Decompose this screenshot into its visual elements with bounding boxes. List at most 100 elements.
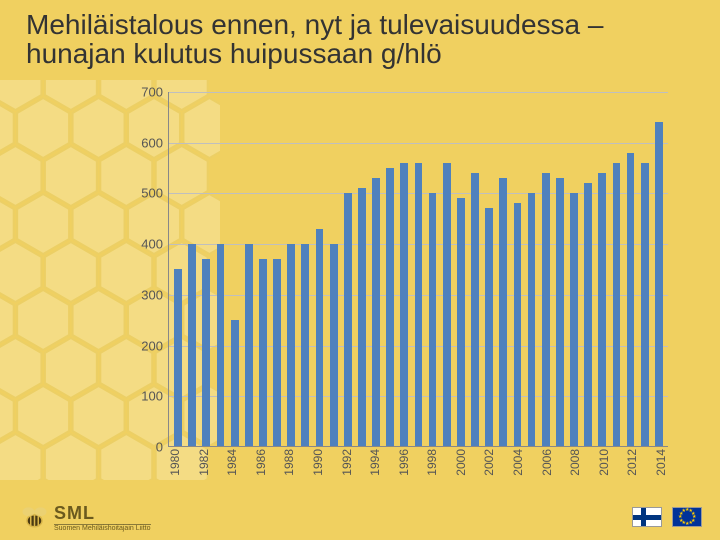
bar-slot [454, 92, 468, 446]
bar-slot [609, 92, 623, 446]
bar [301, 244, 309, 446]
logo-text: SML [54, 503, 151, 525]
bar [584, 183, 592, 446]
bar [174, 269, 182, 446]
flag-eu-icon: ★★★★★★★★★★★★ [672, 507, 702, 527]
bar [598, 173, 606, 446]
bar [316, 229, 324, 446]
y-tick-label: 300 [141, 287, 169, 302]
bar [259, 259, 267, 446]
bar-slot [284, 92, 298, 446]
bar [273, 259, 281, 446]
bar [231, 320, 239, 446]
bar [641, 163, 649, 446]
bar-slot [468, 92, 482, 446]
y-tick-label: 500 [141, 186, 169, 201]
x-tick-label: 2004 [511, 449, 525, 476]
x-tick-label: 1992 [340, 449, 354, 476]
bar [344, 193, 352, 446]
bar-slot [652, 92, 666, 446]
bar-slot [567, 92, 581, 446]
x-tick-label: 2000 [454, 449, 468, 476]
x-tick-label: 1986 [254, 449, 268, 476]
bar-slot [242, 92, 256, 446]
bar-slot [440, 92, 454, 446]
bar-slot [624, 92, 638, 446]
bar [457, 198, 465, 446]
y-tick-label: 0 [156, 440, 169, 455]
bar [570, 193, 578, 446]
flag-finland-icon [632, 507, 662, 527]
bar-slot [553, 92, 567, 446]
y-tick-label: 200 [141, 338, 169, 353]
bar-slot [496, 92, 510, 446]
bar [499, 178, 507, 446]
logo-subtext: Suomen Mehiläishoitajain Liitto [54, 525, 151, 532]
bar-slot [638, 92, 652, 446]
bar-series [169, 92, 668, 446]
bar [485, 208, 493, 446]
x-tick-label: 2012 [625, 449, 639, 476]
bar [542, 173, 550, 446]
bar [429, 193, 437, 446]
footer: SML Suomen Mehiläishoitajain Liitto ★★★★… [0, 500, 720, 540]
bar-slot [383, 92, 397, 446]
y-tick-label: 700 [141, 85, 169, 100]
bar [217, 244, 225, 446]
chart-title: Mehiläistalous ennen, nyt ja tulevaisuud… [26, 10, 686, 69]
x-tick-label: 1980 [168, 449, 182, 476]
x-tick-label: 1988 [282, 449, 296, 476]
bar [386, 168, 394, 446]
x-tick-label: 2006 [540, 449, 554, 476]
x-tick-label: 1998 [425, 449, 439, 476]
bar-slot [510, 92, 524, 446]
y-tick-label: 400 [141, 237, 169, 252]
bar-slot [525, 92, 539, 446]
bar [556, 178, 564, 446]
plot-area: 0100200300400500600700 [168, 92, 668, 447]
bar-slot [228, 92, 242, 446]
bar [471, 173, 479, 446]
x-tick-label: 1990 [311, 449, 325, 476]
bar [528, 193, 536, 446]
x-tick-label: 1994 [368, 449, 382, 476]
bar [400, 163, 408, 446]
bar-slot [270, 92, 284, 446]
x-tick-label: 1996 [397, 449, 411, 476]
bar [415, 163, 423, 446]
x-tick-label: 2010 [597, 449, 611, 476]
bar [245, 244, 253, 446]
bar-slot [213, 92, 227, 446]
bar-slot [312, 92, 326, 446]
bar-slot [426, 92, 440, 446]
y-tick-label: 100 [141, 389, 169, 404]
bar-slot [298, 92, 312, 446]
bar-slot [482, 92, 496, 446]
bar-slot [539, 92, 553, 446]
bar-slot [256, 92, 270, 446]
bar [287, 244, 295, 446]
bar [372, 178, 380, 446]
x-tick-label: 2008 [568, 449, 582, 476]
bee-icon [18, 504, 48, 530]
bar-slot [397, 92, 411, 446]
bar [188, 244, 196, 446]
x-tick-label: 1984 [225, 449, 239, 476]
flag-group: ★★★★★★★★★★★★ [632, 507, 702, 527]
sml-logo: SML Suomen Mehiläishoitajain Liitto [18, 503, 151, 532]
bar-slot [595, 92, 609, 446]
bar [202, 259, 210, 446]
bar-slot [327, 92, 341, 446]
x-axis-labels: 1980 1982 1984 1986 1988 1990 1992 1994 1996 1998… [168, 449, 668, 489]
bar-chart: 0100200300400500600700 1980 1982 1984 1986 1… [130, 92, 680, 482]
bar [613, 163, 621, 446]
x-tick-label: 2002 [482, 449, 496, 476]
bar-slot [185, 92, 199, 446]
x-tick-label: 1982 [197, 449, 211, 476]
bar-slot [355, 92, 369, 446]
bar-slot [581, 92, 595, 446]
bar [627, 153, 635, 446]
y-tick-label: 600 [141, 135, 169, 150]
bar-slot [171, 92, 185, 446]
bar-slot [411, 92, 425, 446]
